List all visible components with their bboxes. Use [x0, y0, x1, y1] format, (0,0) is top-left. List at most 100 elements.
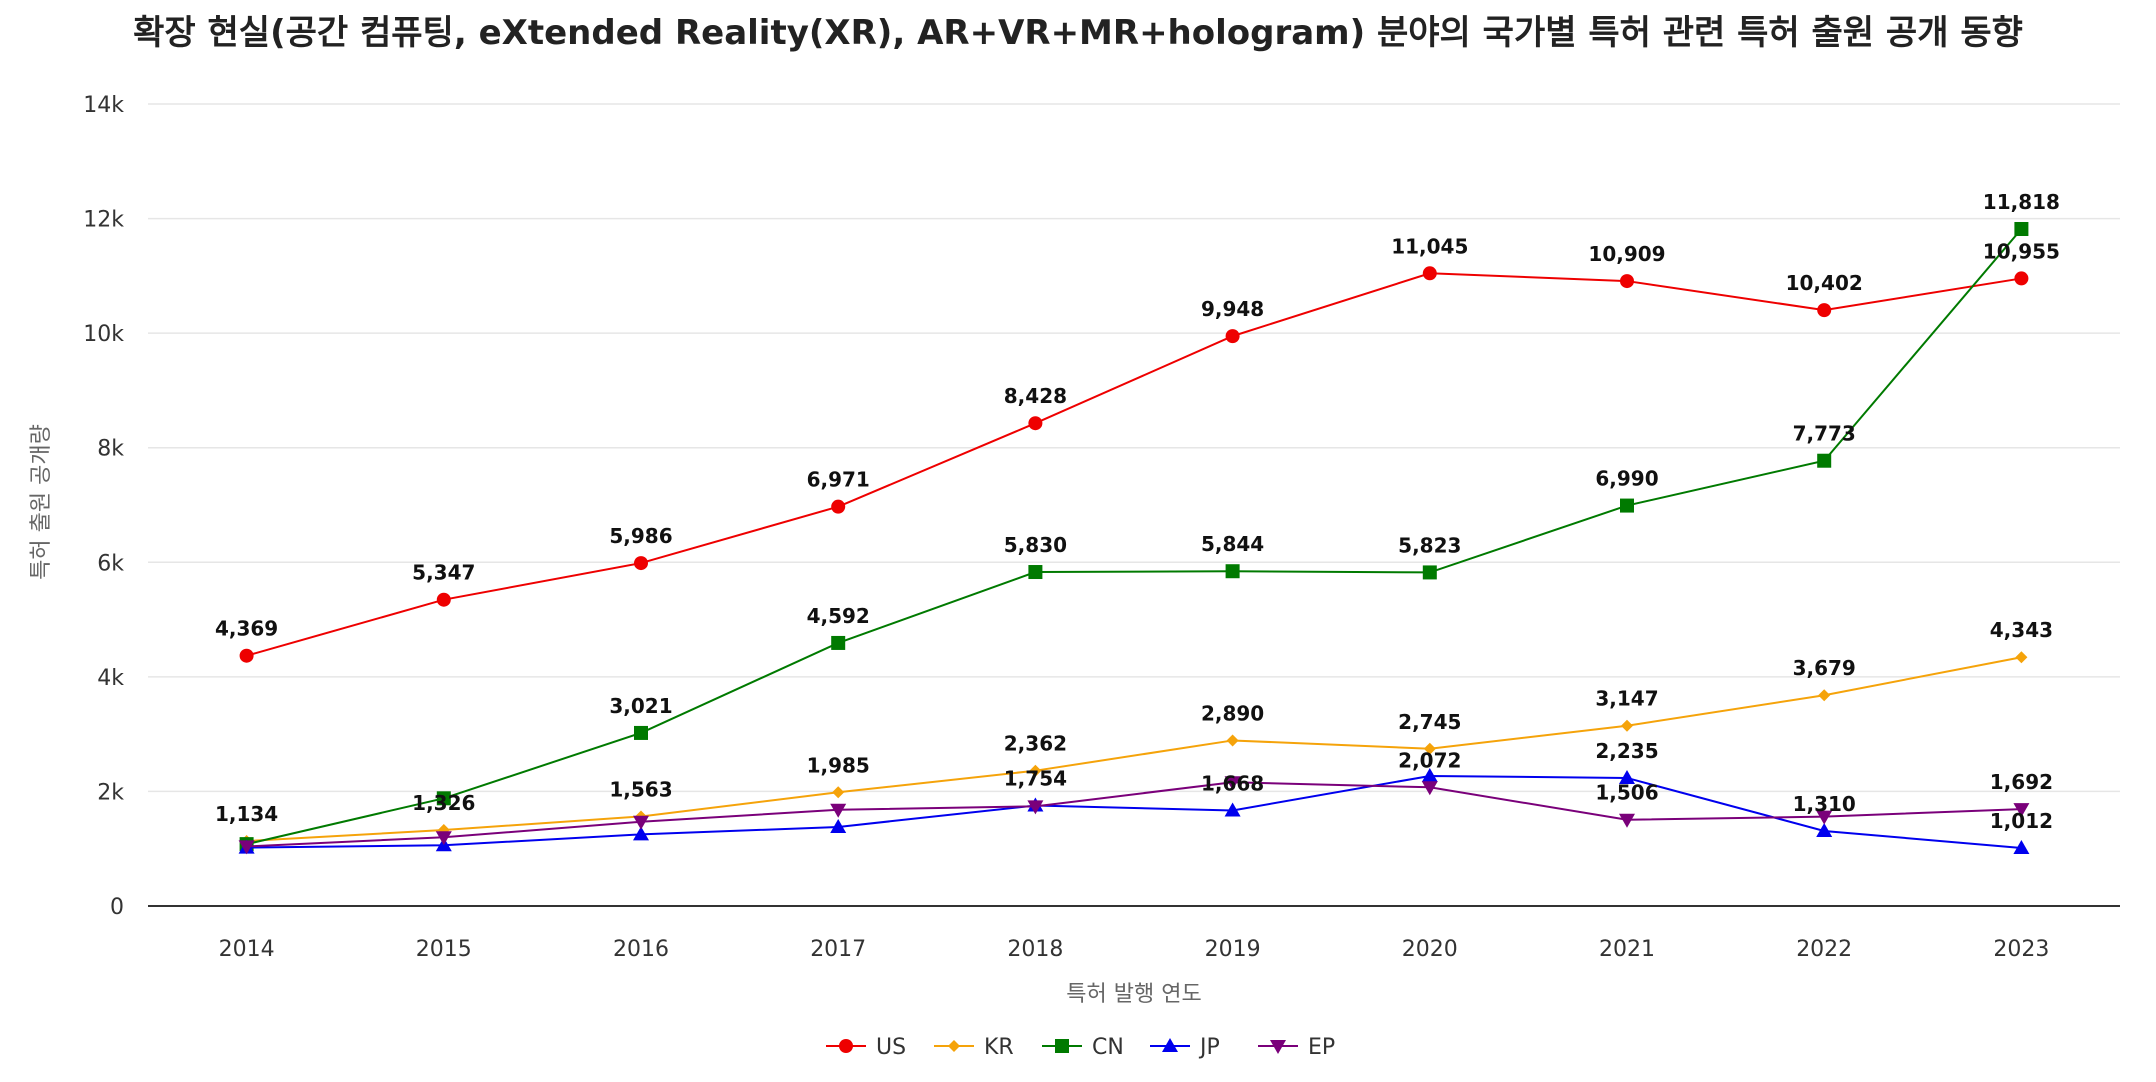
chart-title: 확장 현실(공간 컴퓨팅, eXtended Reality(XR), AR+V… [133, 13, 2023, 53]
x-tick-label: 2023 [1993, 937, 2049, 962]
legend-label-ep: EP [1308, 1035, 1335, 1060]
legend-marker-us [839, 1039, 853, 1053]
data-label-us: 10,402 [1786, 271, 1863, 295]
y-tick-label: 2k [97, 780, 124, 805]
point-kr [1621, 720, 1633, 732]
point-cn [1423, 565, 1437, 579]
legend-item-ep: EP [1258, 1035, 1335, 1060]
series-line-kr [247, 657, 2022, 841]
point-us [2014, 271, 2028, 285]
data-label-cn: 4,592 [807, 604, 870, 628]
legend-item-kr: KR [934, 1035, 1014, 1060]
y-tick-label: 6k [97, 551, 124, 576]
y-tick-label: 10k [83, 322, 124, 347]
point-cn [831, 636, 845, 650]
point-us [1226, 329, 1240, 343]
x-tick-label: 2016 [613, 937, 669, 962]
data-label-cn: 6,990 [1595, 467, 1658, 491]
legend-label-kr: KR [984, 1035, 1014, 1060]
x-tick-label: 2015 [416, 937, 472, 962]
series-jp [239, 768, 2030, 854]
x-tick-label: 2021 [1599, 937, 1655, 962]
data-label-us: 6,971 [807, 468, 870, 492]
data-label-kr: 2,362 [1004, 732, 1067, 756]
data-label-jp: 1,668 [1201, 771, 1264, 795]
data-label-jp: 1,012 [1990, 809, 2053, 833]
data-label-kr: 4,343 [1990, 618, 2053, 642]
legend-marker-kr [948, 1040, 960, 1052]
data-label-kr: 2,890 [1201, 701, 1264, 725]
legend-item-us: US [826, 1035, 906, 1060]
data-label-ep: 1,506 [1595, 781, 1658, 805]
data-label-us: 10,955 [1983, 239, 2060, 263]
data-label-jp: 2,235 [1595, 739, 1658, 763]
series-line-jp [247, 776, 2022, 848]
data-label-ep: 1,692 [1990, 770, 2053, 794]
data-label-cn: 7,773 [1793, 422, 1856, 446]
data-label-kr: 1,563 [609, 777, 672, 801]
data-label-cn: 5,844 [1201, 532, 1264, 556]
point-us [1423, 266, 1437, 280]
point-cn [1817, 454, 1831, 468]
data-label-kr: 3,679 [1793, 656, 1856, 680]
x-tick-label: 2022 [1796, 937, 1852, 962]
x-tick-label: 2018 [1007, 937, 1063, 962]
data-label-cn: 3,021 [609, 694, 672, 718]
point-kr [832, 786, 844, 798]
data-label-us: 5,347 [412, 561, 475, 585]
point-us [634, 556, 648, 570]
x-tick-label: 2020 [1402, 937, 1458, 962]
data-label-kr: 1,134 [215, 802, 278, 826]
data-label-kr: 3,147 [1595, 687, 1658, 711]
data-label-jp: 1,310 [1793, 792, 1856, 816]
legend: US KR CN JP EP [826, 1035, 1335, 1060]
data-label-us: 11,045 [1391, 234, 1468, 258]
data-label-kr: 1,985 [807, 753, 870, 777]
data-label-us: 9,948 [1201, 297, 1264, 321]
y-tick-label: 4k [97, 666, 124, 691]
data-label-us: 8,428 [1004, 384, 1067, 408]
y-tick-label: 0 [110, 895, 124, 920]
data-label-ep: 2,072 [1398, 748, 1461, 772]
series-cn [240, 222, 2029, 851]
x-axis-ticks: 2014 2015 2016 2017 2018 2019 2020 2021 2022 2023 [219, 937, 2050, 962]
y-axis-label: 특허 출원 공개량 [29, 424, 54, 580]
point-ep [1619, 814, 1635, 828]
data-label-us: 5,986 [609, 524, 672, 548]
point-us [437, 593, 451, 607]
point-cn [2014, 222, 2028, 236]
point-us [1028, 416, 1042, 430]
point-cn [1620, 499, 1634, 513]
y-tick-label: 14k [83, 93, 124, 118]
data-label-us: 4,369 [215, 617, 278, 641]
legend-marker-cn [1055, 1039, 1069, 1053]
point-cn [1226, 564, 1240, 578]
legend-item-jp: JP [1150, 1035, 1220, 1060]
data-label-kr: 1,326 [412, 791, 475, 815]
series-us [240, 266, 2029, 662]
legend-label-jp: JP [1198, 1035, 1220, 1060]
data-label-cn: 5,823 [1398, 533, 1461, 557]
legend-item-cn: CN [1042, 1035, 1124, 1060]
x-tick-label: 2017 [810, 937, 866, 962]
y-tick-label: 12k [83, 208, 124, 233]
point-us [831, 500, 845, 514]
x-tick-label: 2019 [1205, 937, 1261, 962]
series-line-us [247, 273, 2022, 655]
y-axis-ticks: 02k4k6k8k10k12k14k [83, 93, 124, 920]
data-label-jp: 1,754 [1004, 767, 1067, 791]
x-tick-label: 2014 [219, 937, 275, 962]
point-us [1817, 303, 1831, 317]
point-cn [634, 726, 648, 740]
series-layer [239, 222, 2030, 854]
data-label-cn: 11,818 [1983, 190, 2060, 214]
series-line-cn [247, 229, 2022, 844]
point-cn [1028, 565, 1042, 579]
point-kr [1818, 689, 1830, 701]
data-label-us: 10,909 [1588, 242, 1665, 266]
x-axis-label: 특허 발행 연도 [1066, 982, 1201, 1007]
gridlines [148, 104, 2120, 791]
data-label-cn: 5,830 [1004, 533, 1067, 557]
legend-label-cn: CN [1092, 1035, 1124, 1060]
point-us [1620, 274, 1634, 288]
